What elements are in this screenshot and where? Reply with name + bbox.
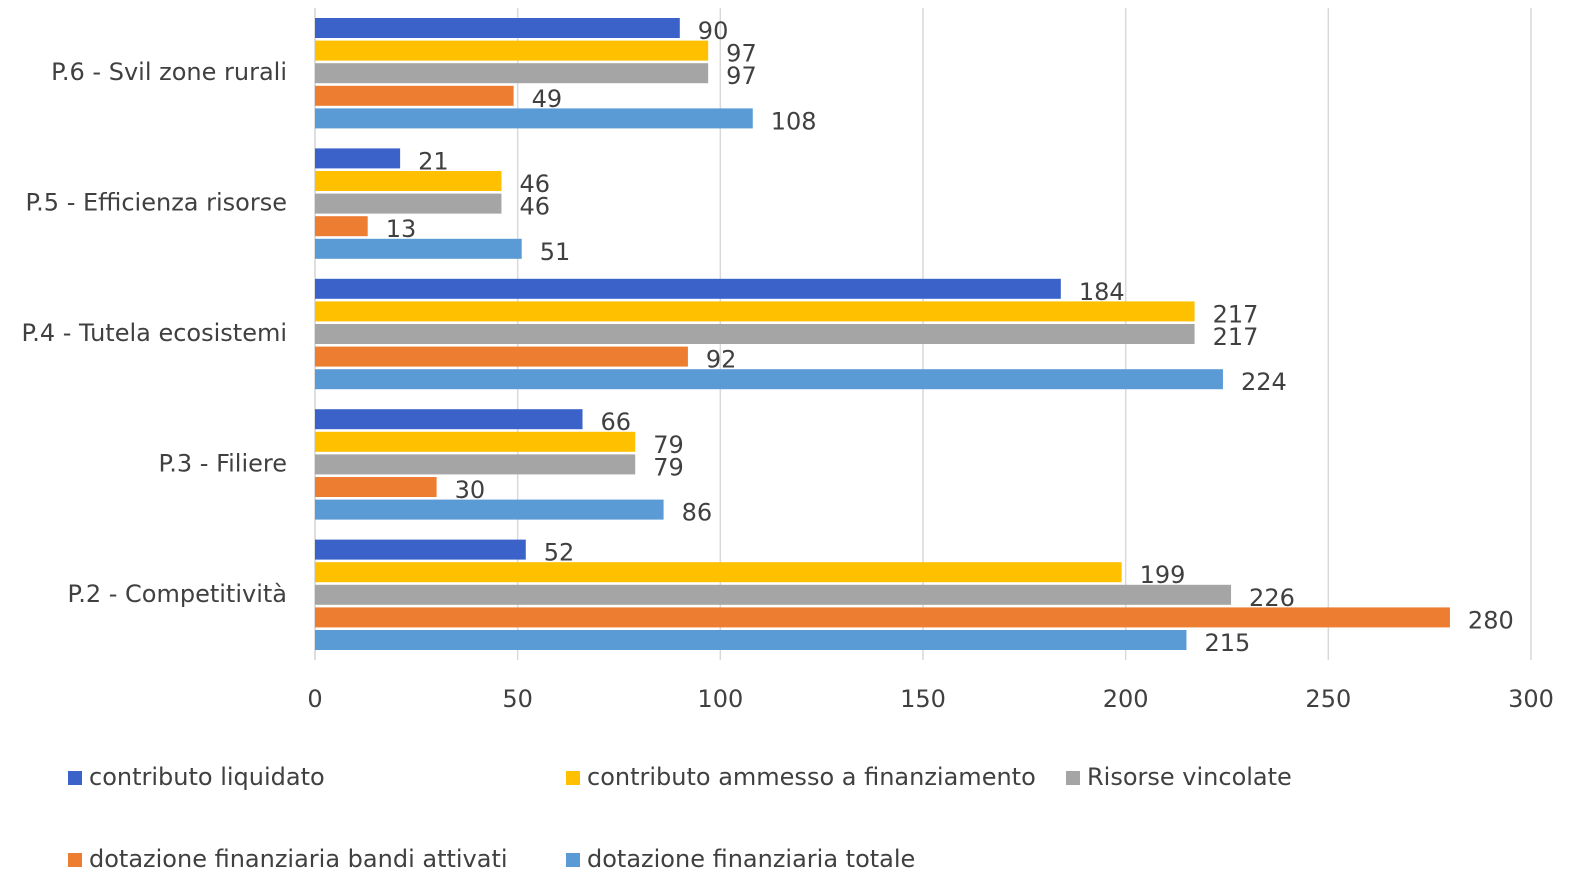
data-label: 66 bbox=[601, 408, 632, 436]
legend-label: contributo ammesso a finanziamento bbox=[587, 763, 1036, 791]
bar bbox=[315, 216, 368, 237]
data-label: 184 bbox=[1079, 278, 1125, 306]
legend-label: dotazione finanziaria totale bbox=[587, 845, 915, 873]
y-tick-label: P.4 - Tutela ecosistemi bbox=[22, 319, 288, 347]
legend-label: contributo liquidato bbox=[89, 763, 325, 791]
data-label: 13 bbox=[386, 215, 417, 243]
legend-label: Risorse vincolate bbox=[1087, 763, 1292, 791]
bar bbox=[315, 63, 709, 84]
data-label: 79 bbox=[653, 453, 684, 481]
x-tick-label: 0 bbox=[307, 685, 322, 713]
data-label: 86 bbox=[682, 499, 713, 527]
bar bbox=[315, 346, 688, 367]
data-label: 97 bbox=[726, 40, 757, 68]
bar bbox=[315, 454, 636, 475]
y-tick-label: P.3 - Filiere bbox=[159, 449, 287, 477]
y-tick-label: P.6 - Svil zone rurali bbox=[51, 58, 287, 86]
data-label: 199 bbox=[1140, 561, 1186, 589]
legend-swatch bbox=[68, 853, 82, 867]
bar bbox=[315, 539, 526, 560]
bar bbox=[315, 85, 514, 106]
bar bbox=[315, 499, 664, 520]
data-label: 97 bbox=[726, 62, 757, 90]
data-label: 46 bbox=[519, 193, 550, 221]
bar bbox=[315, 630, 1187, 650]
bar bbox=[315, 40, 709, 61]
data-label: 224 bbox=[1241, 368, 1287, 396]
y-tick-label: P.5 - Efficienza risorse bbox=[25, 189, 287, 217]
data-label: 108 bbox=[771, 107, 817, 135]
x-tick-label: 100 bbox=[697, 685, 743, 713]
x-tick-label: 50 bbox=[502, 685, 533, 713]
bar bbox=[315, 18, 680, 38]
data-label: 52 bbox=[544, 539, 575, 567]
bar bbox=[315, 108, 753, 129]
legend-swatch bbox=[68, 771, 82, 785]
legend-swatch bbox=[1066, 771, 1080, 785]
data-label: 92 bbox=[706, 346, 737, 374]
x-tick-label: 250 bbox=[1305, 685, 1351, 713]
data-label: 30 bbox=[455, 476, 486, 504]
x-tick-label: 300 bbox=[1508, 685, 1554, 713]
data-label: 46 bbox=[519, 170, 550, 198]
data-label: 21 bbox=[418, 147, 449, 175]
bar bbox=[315, 431, 636, 452]
data-label: 49 bbox=[532, 85, 563, 113]
legend-swatch bbox=[566, 771, 580, 785]
bar bbox=[315, 607, 1450, 628]
data-label: 217 bbox=[1213, 323, 1259, 351]
data-label: 90 bbox=[698, 17, 729, 45]
data-label: 280 bbox=[1468, 606, 1514, 634]
data-label: 217 bbox=[1213, 300, 1259, 328]
x-tick-label: 200 bbox=[1103, 685, 1149, 713]
bar bbox=[315, 148, 401, 169]
bar bbox=[315, 584, 1232, 605]
x-tick-label: 150 bbox=[900, 685, 946, 713]
y-tick-label: P.2 - Competitività bbox=[67, 580, 287, 608]
data-label: 215 bbox=[1204, 629, 1250, 657]
data-label: 79 bbox=[653, 431, 684, 459]
bar bbox=[315, 369, 1223, 390]
bar bbox=[315, 301, 1195, 322]
legend-label: dotazione finanziaria bandi attivati bbox=[89, 845, 508, 873]
bar bbox=[315, 477, 437, 497]
bar bbox=[315, 562, 1122, 583]
bar bbox=[315, 171, 502, 191]
bar bbox=[315, 238, 522, 259]
bar bbox=[315, 324, 1195, 344]
data-label: 51 bbox=[540, 238, 571, 266]
bar bbox=[315, 278, 1061, 299]
bar bbox=[315, 193, 502, 214]
data-label: 226 bbox=[1249, 584, 1295, 612]
legend-swatch bbox=[566, 853, 580, 867]
bar bbox=[315, 409, 583, 430]
